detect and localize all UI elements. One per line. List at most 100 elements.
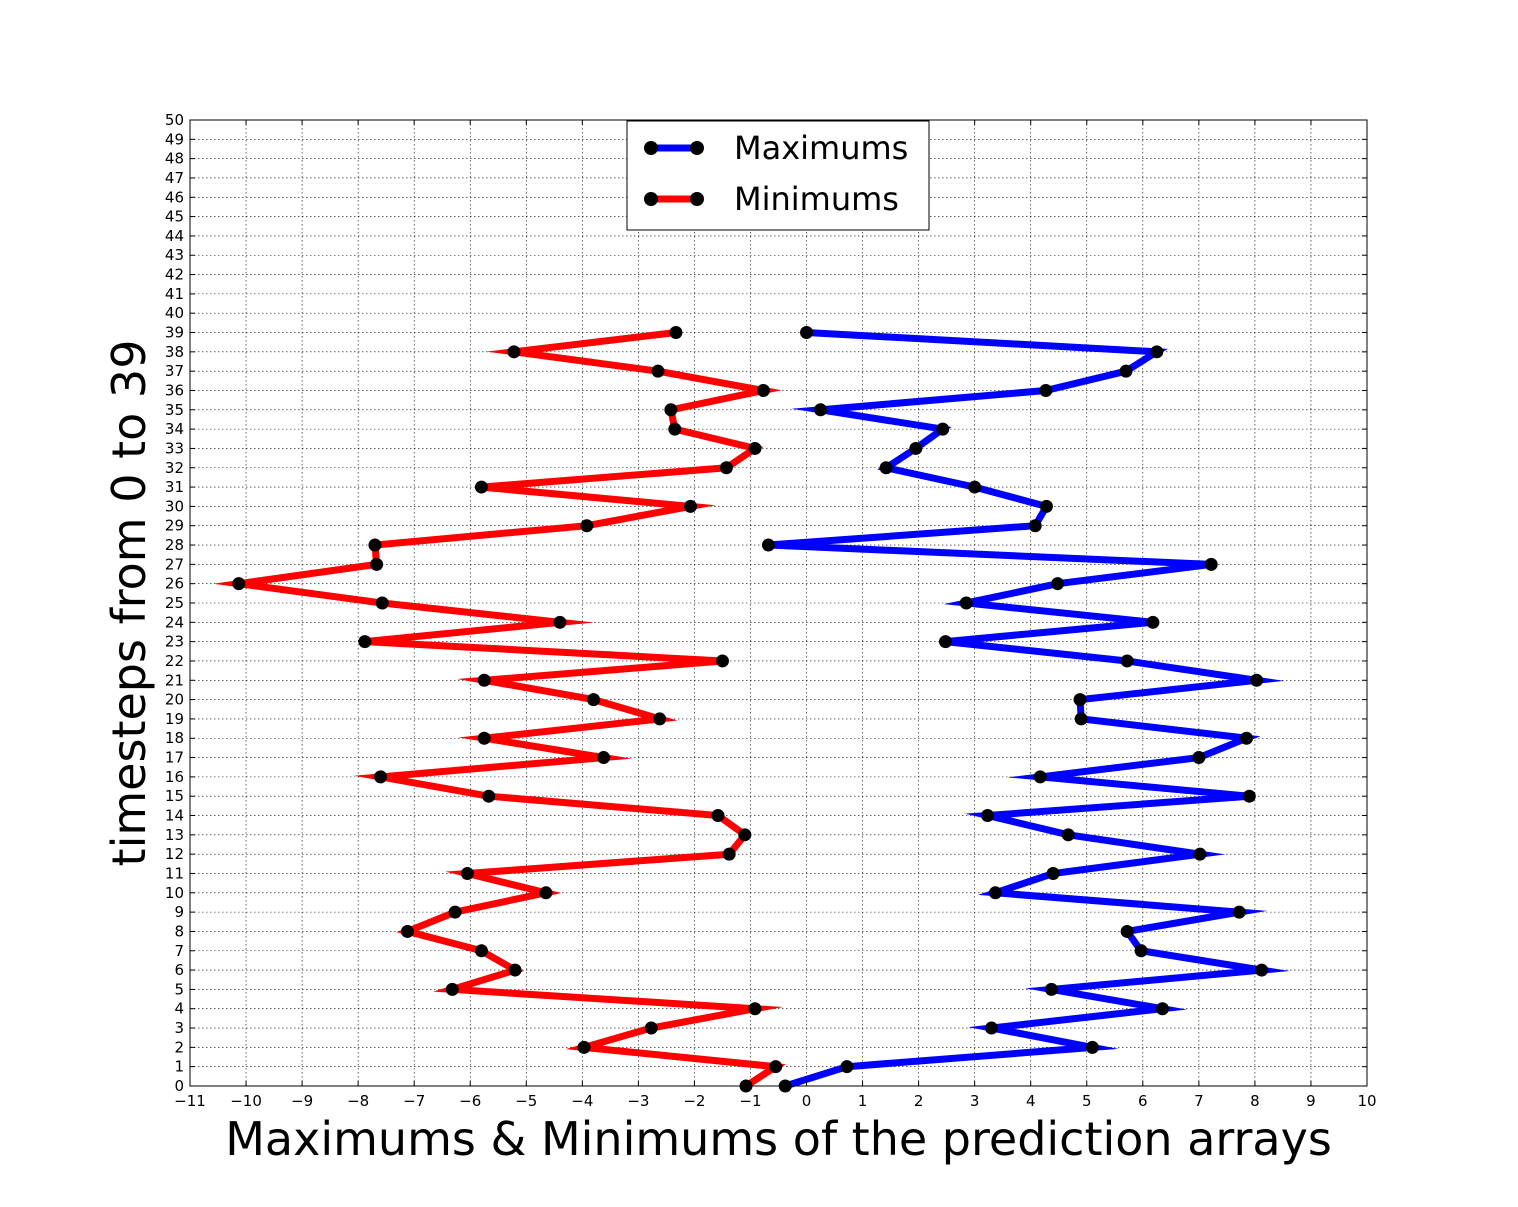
y-axis-label: timesteps from 0 to 39 bbox=[102, 340, 156, 867]
data-point bbox=[375, 596, 389, 610]
data-point bbox=[1033, 770, 1047, 784]
data-point bbox=[988, 886, 1002, 900]
legend-swatch-marker bbox=[690, 192, 704, 206]
y-tick-label: 43 bbox=[165, 246, 184, 264]
data-point bbox=[477, 673, 491, 687]
legend-entry-label: Maximums bbox=[734, 129, 908, 167]
data-point bbox=[761, 538, 775, 552]
y-tick-label: 39 bbox=[165, 324, 184, 342]
data-point bbox=[1039, 499, 1053, 513]
data-point bbox=[769, 1060, 783, 1074]
y-tick-label: 35 bbox=[165, 401, 184, 419]
data-point bbox=[400, 924, 414, 938]
y-tick-label: 17 bbox=[165, 749, 184, 767]
y-tick-label: 26 bbox=[165, 575, 184, 593]
data-point bbox=[1028, 519, 1042, 533]
y-tick-label: 40 bbox=[165, 304, 184, 322]
data-point bbox=[1061, 828, 1075, 842]
data-point bbox=[1039, 383, 1053, 397]
data-point bbox=[1046, 866, 1060, 880]
y-tick-label: 38 bbox=[165, 343, 184, 361]
data-point bbox=[879, 461, 893, 475]
data-point bbox=[936, 422, 950, 436]
data-point bbox=[1155, 1002, 1169, 1016]
data-point bbox=[840, 1060, 854, 1074]
x-tick-label: −1 bbox=[739, 1092, 761, 1110]
x-tick-label: −9 bbox=[291, 1092, 313, 1110]
data-point bbox=[756, 383, 770, 397]
x-tick-label: −5 bbox=[515, 1092, 537, 1110]
data-point bbox=[1146, 615, 1160, 629]
data-point bbox=[370, 557, 384, 571]
y-tick-label: 28 bbox=[165, 536, 184, 554]
y-tick-label: 8 bbox=[174, 922, 184, 940]
y-tick-label: 41 bbox=[165, 285, 184, 303]
axis-ticks: −11 −10 −9 −8 −7 −6 −5 −4 −3 −2 −1 0 1 2 3 4 5 6 7 8 9 100123… bbox=[165, 111, 1377, 1110]
grid-lines bbox=[189, 119, 1368, 1087]
x-tick-label: −6 bbox=[459, 1092, 481, 1110]
data-point bbox=[507, 345, 521, 359]
y-tick-label: 5 bbox=[174, 980, 184, 998]
data-point bbox=[232, 577, 246, 591]
series-line-minimums bbox=[213, 329, 786, 1089]
data-point bbox=[909, 441, 923, 455]
y-tick-label: 14 bbox=[165, 807, 184, 825]
x-tick-label: 1 bbox=[858, 1092, 868, 1110]
data-point bbox=[1119, 364, 1133, 378]
data-point bbox=[1150, 345, 1164, 359]
data-point bbox=[368, 538, 382, 552]
legend-swatch-marker bbox=[644, 141, 658, 155]
data-point bbox=[644, 1021, 658, 1035]
y-tick-label: 16 bbox=[165, 768, 184, 786]
data-point bbox=[553, 615, 567, 629]
legend-box bbox=[626, 120, 930, 231]
x-tick-label: 9 bbox=[1306, 1092, 1316, 1110]
x-tick-label: 4 bbox=[1026, 1092, 1036, 1110]
data-point bbox=[448, 905, 462, 919]
x-tick-label: −8 bbox=[347, 1092, 369, 1110]
data-point bbox=[1192, 751, 1206, 765]
y-tick-label: 48 bbox=[165, 150, 184, 168]
data-point bbox=[748, 441, 762, 455]
y-tick-label: 19 bbox=[165, 710, 184, 728]
data-point bbox=[577, 1040, 591, 1054]
y-tick-label: 22 bbox=[165, 652, 184, 670]
y-tick-label: 0 bbox=[174, 1077, 184, 1095]
y-tick-label: 49 bbox=[165, 130, 184, 148]
data-point bbox=[508, 963, 522, 977]
data-point bbox=[1074, 712, 1088, 726]
y-tick-label: 29 bbox=[165, 517, 184, 535]
data-point bbox=[358, 635, 372, 649]
x-tick-label: 2 bbox=[914, 1092, 924, 1110]
data-point bbox=[715, 654, 729, 668]
data-point bbox=[597, 751, 611, 765]
data-point bbox=[482, 789, 496, 803]
data-point bbox=[981, 809, 995, 823]
y-tick-label: 27 bbox=[165, 555, 184, 573]
y-tick-label: 15 bbox=[165, 787, 184, 805]
data-point bbox=[984, 1021, 998, 1035]
y-tick-label: 10 bbox=[165, 884, 184, 902]
data-point bbox=[668, 422, 682, 436]
x-tick-label: 5 bbox=[1082, 1092, 1092, 1110]
y-tick-label: 12 bbox=[165, 845, 184, 863]
legend: Maximums Minimums bbox=[626, 120, 930, 231]
y-tick-label: 25 bbox=[165, 594, 184, 612]
legend-entry-label: Minimums bbox=[734, 180, 899, 218]
data-point bbox=[1120, 924, 1134, 938]
data-point bbox=[748, 1002, 762, 1016]
y-tick-label: 18 bbox=[165, 729, 184, 747]
y-tick-label: 6 bbox=[174, 961, 184, 979]
y-tick-label: 45 bbox=[165, 208, 184, 226]
data-point bbox=[460, 866, 474, 880]
x-tick-label: 8 bbox=[1250, 1092, 1260, 1110]
data-point bbox=[719, 461, 733, 475]
x-tick-label: 6 bbox=[1138, 1092, 1148, 1110]
data-point bbox=[474, 944, 488, 958]
series-maximums bbox=[761, 326, 1290, 1093]
series-line-maximums bbox=[768, 329, 1290, 1090]
x-tick-label: 10 bbox=[1357, 1092, 1376, 1110]
y-tick-label: 44 bbox=[165, 227, 184, 245]
data-point bbox=[722, 847, 736, 861]
data-point bbox=[664, 403, 678, 417]
